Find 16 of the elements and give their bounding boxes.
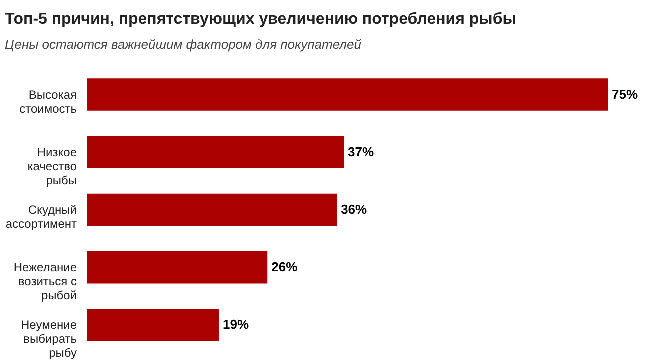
y-tick-label: Низкое качество рыбы — [28, 145, 78, 188]
bar — [87, 78, 608, 111]
y-tick-label: Скудный ассортимент — [6, 203, 78, 231]
chart-subtitle: Цены остаются важнейшим фактором для покупателей — [5, 37, 362, 52]
data-label: 37% — [348, 144, 374, 160]
y-tick-label: Высокая стоимость — [20, 88, 77, 116]
data-label: 36% — [341, 202, 368, 217]
bar — [87, 309, 219, 342]
chart-title: Топ-5 причин, препятствующих увеличению потребления рыбы — [5, 11, 516, 28]
bar — [87, 194, 338, 226]
data-label: 19% — [222, 317, 250, 332]
data-label: 75% — [612, 86, 638, 102]
data-label: 26% — [272, 260, 298, 275]
bar — [87, 251, 268, 284]
bar — [87, 136, 344, 169]
y-tick-label: Нежелание возиться с рыбой — [14, 260, 78, 303]
